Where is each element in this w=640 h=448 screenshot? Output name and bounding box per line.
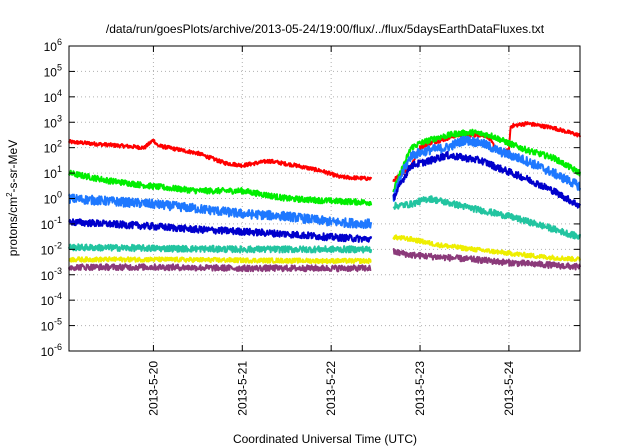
y-tick-label-exponent: -1 — [54, 215, 62, 225]
x-tick-label: 2013-5-23 — [413, 361, 427, 416]
y-tick-label: 10-6 — [41, 342, 62, 359]
y-tick-labels: 10-610-510-410-310-210-11001011021031041… — [41, 37, 62, 359]
y-tick-label-base: 10 — [41, 243, 55, 257]
y-tick-label: 102 — [44, 139, 62, 156]
y-tick-label-base: 10 — [41, 218, 55, 232]
series-line-6 — [392, 234, 581, 262]
x-tick-label: 2013-5-20 — [146, 361, 160, 416]
series-line-1 — [68, 138, 373, 182]
y-tick-label: 10-1 — [41, 215, 62, 232]
series-line-7 — [68, 263, 372, 273]
y-tick-label: 10-2 — [41, 240, 62, 257]
series-line-3 — [68, 193, 373, 230]
y-tick-label: 105 — [44, 62, 62, 79]
y-tick-label-base: 10 — [44, 193, 58, 207]
y-tick-label-base: 10 — [44, 91, 58, 105]
y-tick-label: 10-5 — [41, 317, 62, 334]
y-tick-label-base: 10 — [44, 142, 58, 156]
y-tick-label-base: 10 — [41, 294, 55, 308]
series-line-2 — [392, 128, 581, 193]
y-tick-label-base: 10 — [44, 65, 58, 79]
y-tick-label: 104 — [44, 88, 62, 105]
y-tick-label-exponent: -5 — [54, 317, 62, 327]
y-tick-label-base: 10 — [41, 320, 55, 334]
y-tick-label-exponent: -4 — [54, 291, 62, 301]
series-line-2 — [68, 169, 373, 207]
y-tick-label: 103 — [44, 113, 62, 130]
y-tick-label-exponent: 1 — [57, 164, 62, 174]
x-tick-label: 2013-5-22 — [324, 361, 338, 416]
y-tick-label-exponent: 6 — [57, 37, 62, 47]
x-tick-label: 2013-5-21 — [235, 361, 249, 416]
series-layer — [68, 121, 581, 273]
y-tick-label-exponent: 2 — [57, 139, 62, 149]
y-axis-label-sup: 2 — [5, 192, 14, 197]
ticks — [69, 45, 580, 352]
y-tick-label-exponent: -2 — [54, 240, 62, 250]
y-tick-label-base: 10 — [44, 116, 58, 130]
y-tick-label: 106 — [44, 37, 62, 54]
x-axis-label: Coordinated Universal Time (UTC) — [233, 432, 417, 446]
y-axis-label: protons/cm2-s-sr-MeV — [5, 140, 20, 256]
y-tick-label: 101 — [44, 164, 62, 181]
y-axis-label-base: protons/cm — [6, 197, 20, 256]
series-line-7 — [392, 248, 581, 271]
y-tick-label-exponent: 0 — [57, 190, 62, 200]
y-tick-label-base: 10 — [41, 345, 55, 359]
y-tick-label: 10-4 — [41, 291, 62, 308]
y-tick-label-exponent: -3 — [54, 266, 62, 276]
series-line-5 — [68, 243, 373, 254]
y-tick-label: 10-3 — [41, 266, 62, 283]
series-line-4 — [68, 218, 373, 243]
series-line-5 — [392, 195, 581, 240]
y-tick-label-base: 10 — [44, 167, 58, 181]
y-tick-label-exponent: 3 — [57, 113, 62, 123]
x-tick-label: 2013-5-24 — [502, 361, 516, 416]
y-tick-label-base: 10 — [41, 269, 55, 283]
x-tick-labels: 2013-5-20 2013-5-21 2013-5-22 2013-5-23 2013… — [146, 361, 515, 416]
y-tick-label: 100 — [44, 190, 62, 207]
y-tick-label-exponent: 5 — [57, 62, 62, 72]
series-line-3 — [392, 135, 581, 202]
series-line-4 — [392, 151, 581, 209]
y-tick-label-exponent: 4 — [57, 88, 62, 98]
chart-title: /data/run/goesPlots/archive/2013-05-24/1… — [106, 22, 545, 36]
y-axis-label-rest: -s-sr-MeV — [6, 140, 20, 193]
y-tick-label-exponent: -6 — [54, 342, 62, 352]
y-tick-label-base: 10 — [44, 40, 58, 54]
series-line-6 — [68, 256, 372, 265]
